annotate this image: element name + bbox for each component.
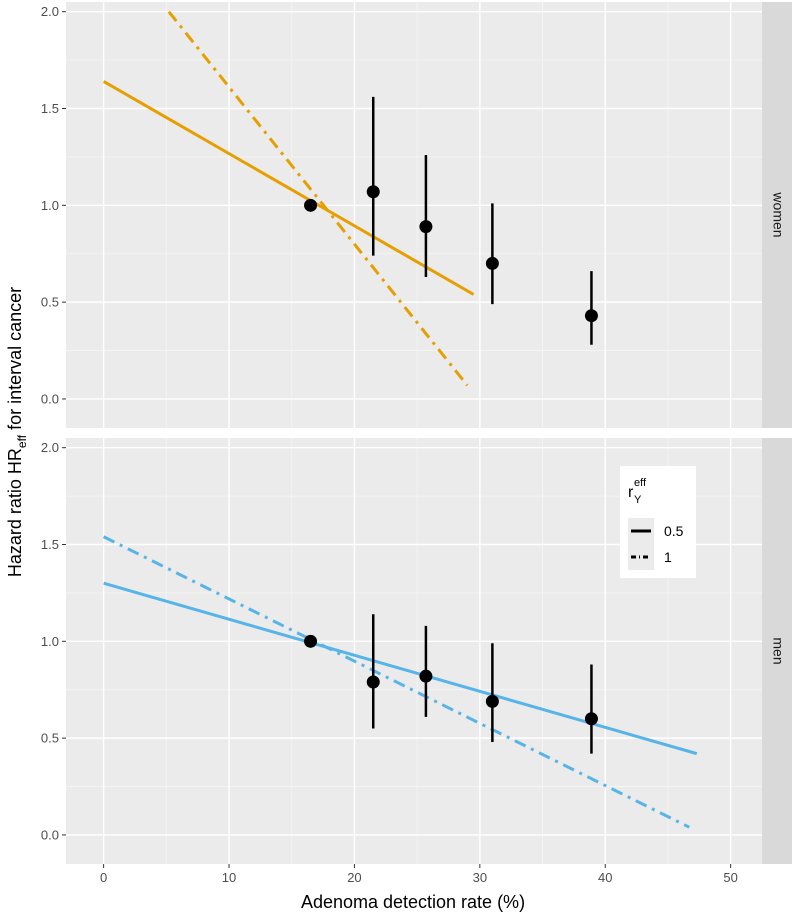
- line-men-r1: [102, 535, 690, 829]
- y-tick-label: 1.5: [41, 537, 59, 552]
- y-tick-label: 2.0: [41, 440, 59, 455]
- y-tick-label: 0.5: [41, 295, 59, 310]
- strip-men: [762, 438, 792, 864]
- strip-label-men: men: [770, 637, 786, 664]
- x-tick-label: 20: [347, 870, 361, 885]
- legend-label-0.5: 0.5: [664, 523, 684, 539]
- strip-label-women: women: [770, 191, 786, 237]
- legend-title: r: [628, 484, 634, 501]
- point-men-4: [584, 712, 598, 726]
- legend-label-1: 1: [664, 549, 672, 565]
- y-tick-label: 1.5: [41, 101, 59, 116]
- legend-title-sup: eff: [634, 477, 647, 489]
- y-tick-label: 0.0: [41, 827, 59, 842]
- point-women-3: [485, 256, 499, 270]
- y-tick-label: 0.0: [41, 391, 59, 406]
- x-tick-label: 10: [222, 870, 236, 885]
- point-men-0: [304, 634, 318, 648]
- line-women-r0.5: [102, 80, 475, 296]
- panel-background-women: [66, 2, 762, 428]
- legend-title-main: r: [628, 484, 634, 501]
- y-tick-label: 1.0: [41, 198, 59, 213]
- panels-layer: women 0.0 0.5 1.0 1.5 2.0 men 0.0 0.5 1.0 1.5 2.0: [41, 2, 792, 864]
- x-tick-label: 50: [723, 870, 737, 885]
- legend-title-sub: Y: [634, 494, 642, 506]
- y-axis-title-sub: eff: [15, 434, 29, 448]
- y-axis-title: Hazard ratio HReff for interval cancer: [5, 287, 29, 577]
- x-tick-label: 0: [100, 870, 107, 885]
- point-men-1: [366, 675, 380, 689]
- point-women-1: [366, 185, 380, 199]
- axes-layer: 0 10 20 30 40 50: [100, 864, 738, 885]
- legend: r eff Y 0.5 1: [620, 466, 696, 578]
- line-women-r1: [167, 10, 469, 387]
- y-tick-label: 1.0: [41, 634, 59, 649]
- point-women-2: [419, 220, 433, 234]
- y-axis-title-rest: for interval cancer: [5, 287, 25, 435]
- point-women-0: [304, 198, 318, 212]
- x-tick-label: 40: [598, 870, 612, 885]
- y-tick-label: 0.5: [41, 731, 59, 746]
- line-men-r0.5: [103, 581, 698, 756]
- point-men-3: [485, 694, 499, 708]
- strip-women: [762, 2, 792, 428]
- x-axis-title: Adenoma detection rate (%): [301, 892, 525, 912]
- point-men-2: [419, 669, 433, 683]
- panel-women: women 0.0 0.5 1.0 1.5 2.0: [41, 2, 792, 428]
- y-axis-title-main: Hazard ratio HR: [5, 448, 25, 577]
- y-tick-label: 2.0: [41, 4, 59, 19]
- x-tick-label: 30: [473, 870, 487, 885]
- point-women-4: [584, 309, 598, 323]
